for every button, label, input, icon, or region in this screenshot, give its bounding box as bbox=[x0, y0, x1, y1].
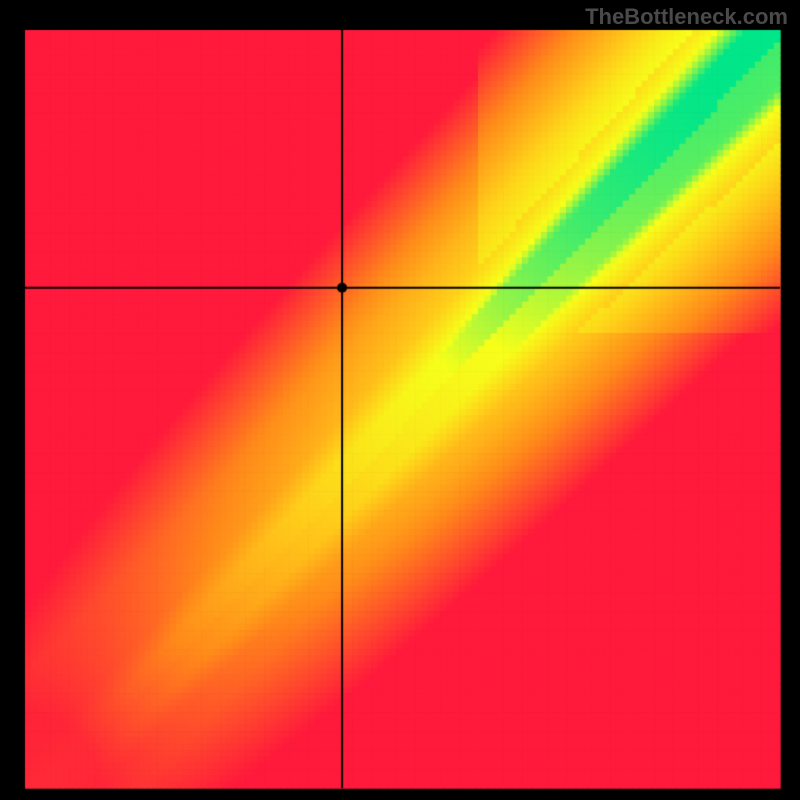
watermark-text: TheBottleneck.com bbox=[585, 4, 788, 30]
heatmap-canvas bbox=[0, 0, 800, 800]
chart-container: TheBottleneck.com bbox=[0, 0, 800, 800]
